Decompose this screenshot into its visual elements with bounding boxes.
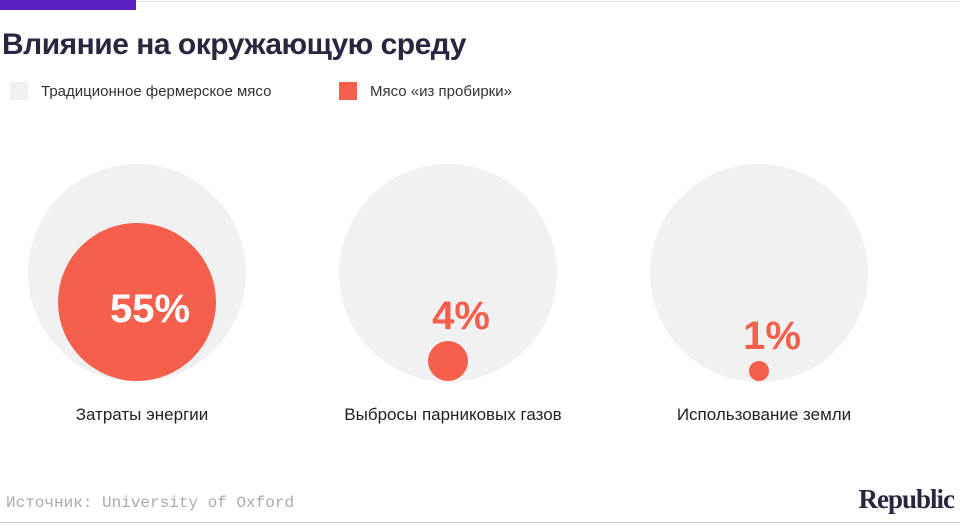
legend-label: Традиционное фермерское мясо — [41, 82, 272, 100]
value-circle — [58, 223, 216, 381]
chart: 55% Затраты энергии 4% Выбросы парниковых г… — [28, 164, 868, 424]
accent-bar — [0, 0, 136, 10]
legend-traditional: Традиционное фермерское мясо — [10, 82, 271, 100]
republic-logo: Republic — [858, 484, 955, 514]
bottom-divider — [0, 522, 960, 523]
page-title: Влияние на окружающую среду — [2, 28, 466, 61]
baseline-circle — [339, 164, 557, 382]
value-label: 4% — [432, 294, 490, 338]
top-divider — [0, 1, 960, 2]
legend-swatch-grey — [10, 82, 28, 100]
legend-label: Мясо «из пробирки» — [370, 82, 512, 100]
category-label: Выбросы парниковых газов — [344, 405, 561, 424]
source-note: Источник: University of Oxford — [6, 494, 295, 512]
value-circle — [749, 361, 769, 381]
value-label: 1% — [743, 314, 801, 358]
category-label: Затраты энергии — [76, 405, 209, 424]
legend-swatch-red — [339, 82, 357, 100]
legend-lab: Мясо «из пробирки» — [339, 82, 512, 100]
value-label: 55% — [110, 287, 190, 331]
category-label: Использование земли — [677, 405, 851, 424]
baseline-circle — [650, 164, 868, 382]
value-circle — [428, 341, 468, 381]
